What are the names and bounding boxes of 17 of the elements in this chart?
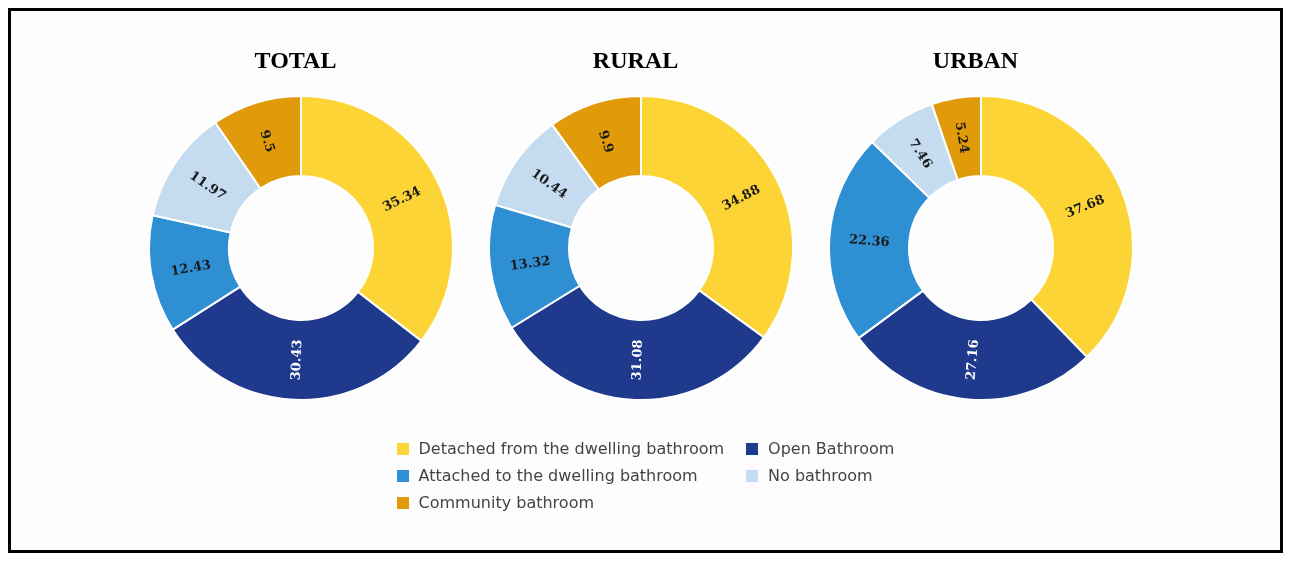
chart-title: URBAN bbox=[932, 47, 1019, 75]
legend-label: Open Bathroom bbox=[768, 439, 895, 458]
legend-label: Detached from the dwelling bathroom bbox=[418, 439, 725, 458]
legend-label: Community bathroom bbox=[418, 493, 594, 512]
chart-title: TOTAL bbox=[254, 47, 337, 75]
legend-label: Attached to the dwelling bathroom bbox=[418, 466, 698, 485]
data-label: 22.36 bbox=[847, 231, 890, 250]
chart-title: RURAL bbox=[592, 47, 679, 75]
data-label: 30.43 bbox=[287, 339, 304, 381]
data-label: 13.32 bbox=[508, 252, 551, 273]
data-label: 31.08 bbox=[627, 339, 645, 381]
legend-label: No bathroom bbox=[768, 466, 873, 485]
data-label: 9.5 bbox=[256, 127, 278, 155]
data-label: 27.16 bbox=[962, 338, 981, 381]
data-label: 5.24 bbox=[952, 120, 973, 155]
data-label: 9.9 bbox=[595, 128, 617, 155]
data-label: 12.43 bbox=[168, 256, 212, 279]
